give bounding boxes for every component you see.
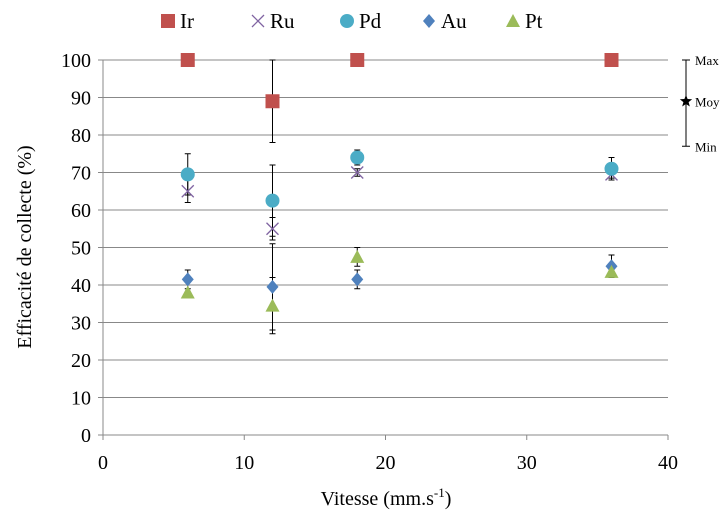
- legend-label-au: Au: [441, 9, 467, 33]
- point-pt-2: [350, 249, 365, 263]
- point-ir-1: [265, 94, 280, 109]
- legend-item-ru: Ru: [251, 9, 295, 33]
- legend-item-pd: Pd: [340, 9, 382, 33]
- data-markers: [180, 53, 619, 312]
- y-tick-label-50: 50: [71, 238, 91, 260]
- legend-marker-pd: [340, 14, 354, 28]
- x-tick-label-30: 30: [517, 452, 537, 474]
- point-pd-2: [350, 150, 365, 165]
- y-tick-label-70: 70: [71, 163, 91, 185]
- point-ir-0: [180, 53, 195, 67]
- x-tick-label-0: 0: [98, 452, 108, 474]
- error-key: Max Moy Min: [679, 53, 720, 154]
- error-key-mean-star: [679, 94, 693, 107]
- x-axis-label-superscript: -1: [434, 485, 445, 500]
- error-key-mean-label: Moy: [695, 94, 720, 109]
- y-tick-label-40: 40: [71, 275, 91, 297]
- point-pt-0: [180, 285, 195, 299]
- point-pt-3: [604, 264, 619, 278]
- y-tick-label-80: 80: [71, 125, 91, 147]
- legend-marker-ru: [251, 14, 265, 28]
- y-tick-label-60: 60: [71, 200, 91, 222]
- error-key-max-label: Max: [695, 53, 719, 68]
- axes: [98, 59, 669, 440]
- legend: Ir Ru Pd Au Pt: [161, 9, 543, 33]
- legend-marker-au: [423, 14, 435, 28]
- y-tick-label-90: 90: [71, 88, 91, 110]
- legend-label-pt: Pt: [525, 9, 543, 33]
- x-axis-label: Vitesse (mm.s-1): [321, 485, 452, 510]
- x-tick-labels: 0 10 20 30 40: [98, 452, 678, 474]
- x-tick-label-40: 40: [658, 452, 678, 474]
- point-pd-1: [265, 193, 280, 208]
- legend-label-pd: Pd: [359, 9, 382, 33]
- y-tick-labels: 0 10 20 30 40 50 60 70 80 90 100: [61, 50, 91, 447]
- legend-label-ru: Ru: [270, 9, 295, 33]
- legend-label-ir: Ir: [180, 9, 194, 33]
- x-tick-label-10: 10: [234, 452, 254, 474]
- point-pt-1: [265, 298, 280, 312]
- gridlines: [103, 59, 668, 398]
- y-tick-label-10: 10: [71, 388, 91, 410]
- x-axis-label-end: ): [445, 488, 452, 510]
- legend-marker-pt: [506, 14, 520, 27]
- legend-item-pt: Pt: [506, 9, 543, 33]
- legend-item-au: Au: [423, 9, 467, 33]
- point-ru-0: [181, 184, 195, 198]
- point-ru-1: [266, 222, 279, 236]
- point-ir-3: [604, 53, 619, 67]
- point-pd-3: [604, 161, 619, 176]
- y-tick-label-0: 0: [81, 425, 91, 447]
- legend-item-ir: Ir: [161, 9, 194, 33]
- x-tick-label-20: 20: [376, 452, 396, 474]
- x-axis-label-main: Vitesse (mm.s: [321, 488, 434, 510]
- point-au-2: [351, 272, 364, 287]
- y-axis-label: Efficacité de collecte (%): [14, 145, 36, 348]
- point-ru-2: [350, 166, 364, 179]
- y-tick-label-20: 20: [71, 350, 91, 372]
- error-key-min-label: Min: [695, 139, 717, 154]
- y-tick-label-30: 30: [71, 313, 91, 335]
- point-ir-2: [350, 53, 365, 67]
- point-pd-0: [180, 167, 195, 182]
- legend-marker-ir: [161, 14, 175, 28]
- point-au-0: [181, 272, 194, 287]
- error-bars: [184, 59, 615, 335]
- y-tick-label-100: 100: [61, 50, 91, 72]
- point-au-1: [266, 279, 279, 294]
